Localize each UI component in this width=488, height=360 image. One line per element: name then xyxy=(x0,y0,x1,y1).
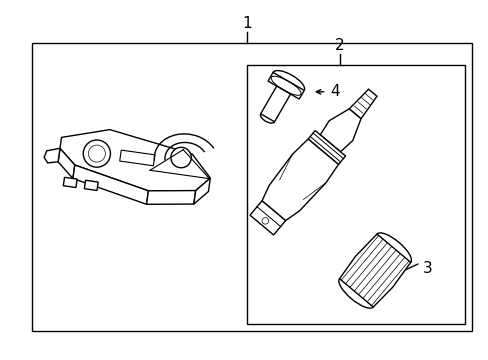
Circle shape xyxy=(171,147,191,168)
Polygon shape xyxy=(348,89,376,119)
Text: 4: 4 xyxy=(329,84,339,99)
Text: 2: 2 xyxy=(334,37,344,53)
Polygon shape xyxy=(267,72,304,99)
Bar xyxy=(32,43,471,331)
Polygon shape xyxy=(58,148,75,179)
Circle shape xyxy=(262,217,268,224)
Polygon shape xyxy=(249,201,285,235)
Circle shape xyxy=(88,145,105,162)
Bar xyxy=(246,65,464,324)
Polygon shape xyxy=(63,177,77,188)
Text: 3: 3 xyxy=(422,261,432,276)
Polygon shape xyxy=(193,178,210,204)
Polygon shape xyxy=(307,131,345,165)
Polygon shape xyxy=(84,180,98,190)
Text: 1: 1 xyxy=(242,16,251,31)
Polygon shape xyxy=(146,190,195,204)
Polygon shape xyxy=(339,234,410,307)
Polygon shape xyxy=(260,86,290,122)
Polygon shape xyxy=(120,150,155,166)
Polygon shape xyxy=(320,109,360,152)
Polygon shape xyxy=(60,130,210,191)
Polygon shape xyxy=(44,148,60,163)
Polygon shape xyxy=(73,165,148,204)
Polygon shape xyxy=(262,139,338,221)
Circle shape xyxy=(83,140,110,167)
